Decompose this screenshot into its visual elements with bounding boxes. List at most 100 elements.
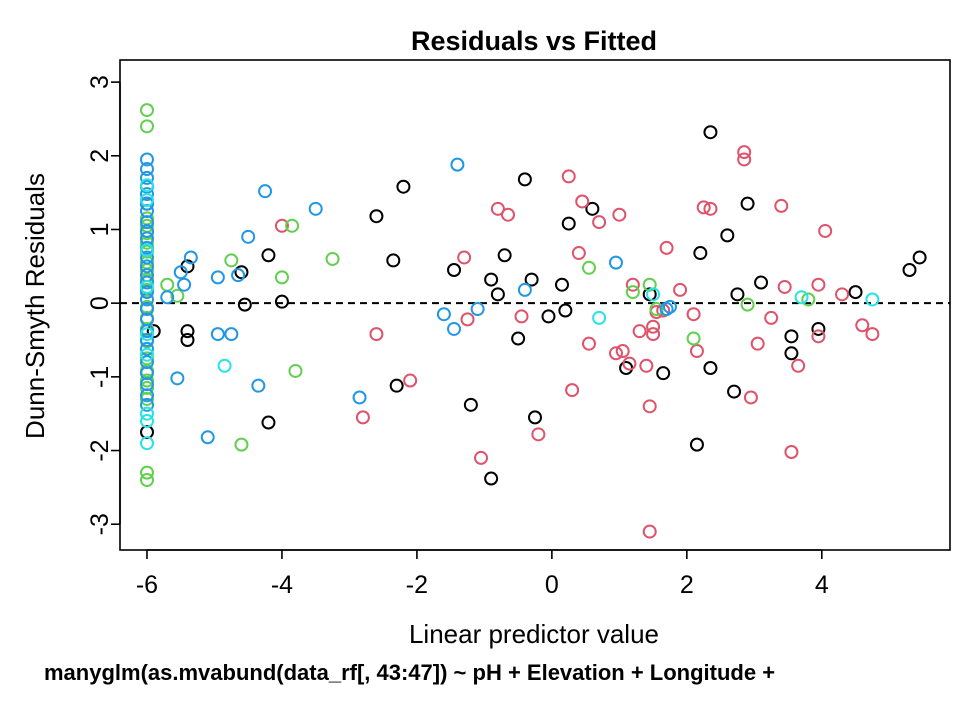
data-point [511,331,526,346]
x-tick-label: 2 [680,571,694,599]
data-point [450,157,465,172]
data-point [528,410,542,425]
data-point [514,309,529,324]
y-tick-label: -1 [86,366,114,388]
data-point [818,223,833,238]
data-point [497,248,512,263]
data-point [139,388,154,403]
data-point [608,346,623,361]
data-point [835,287,850,302]
data-point [274,270,289,285]
data-point [754,275,769,290]
data-point [774,198,789,213]
data-point [693,246,708,261]
data-point [561,216,576,231]
y-tick-label: 0 [86,296,114,310]
data-point [210,327,225,342]
data-point [258,184,273,199]
y-tick-label: -3 [86,513,114,535]
data-point [183,250,198,265]
data-point [646,287,661,302]
x-axis: -6 -4 -2 0 2 4 [136,549,829,599]
data-point [139,397,154,412]
data-point [703,361,718,375]
series-black [139,125,927,486]
data-point [139,391,154,406]
data-point [325,251,340,266]
data-point [139,162,154,177]
data-point [737,152,752,167]
data-point [740,297,755,312]
data-point [791,358,806,373]
data-point [558,303,573,318]
data-point [447,263,462,277]
data-point [139,327,154,342]
y-tick-label: 3 [86,75,114,89]
data-point [139,178,154,193]
data-point [673,282,688,297]
data-point [689,344,704,359]
data-point [139,302,154,317]
data-point [484,272,499,287]
data-point [139,119,154,134]
x-axis-label: Linear predictor value [409,619,659,649]
data-point [352,390,367,405]
data-point [531,427,546,442]
data-point [403,373,418,388]
data-point [224,253,239,268]
data-point [639,358,654,373]
x-tick-label: -6 [136,571,158,599]
data-point [784,445,799,459]
data-point [139,103,154,118]
data-point [234,265,249,280]
data-point [517,282,532,297]
y-tick-label: 1 [86,223,114,237]
data-point [784,346,799,361]
data-point [565,383,580,398]
series-cyan [139,178,880,451]
data-point [554,277,569,292]
data-point [750,336,765,351]
data-point [139,341,154,356]
data-point [561,169,576,184]
data-point [625,285,640,300]
data-point [210,270,225,285]
data-point [612,207,627,222]
data-point [389,378,404,393]
data-point [241,229,256,244]
data-point [217,358,232,373]
data-point [865,292,880,307]
data-point [261,248,276,263]
data-point [180,324,195,339]
data-point [484,471,499,486]
data-point [581,260,596,275]
data-point [646,319,661,334]
data-point [740,196,755,211]
data-point [794,290,809,305]
series-red [274,145,880,539]
data-point [308,201,323,216]
data-point [737,145,752,160]
data-point [777,279,792,294]
data-point [173,265,188,280]
data-point [261,415,276,430]
data-point [703,201,718,216]
data-point [139,152,154,167]
data-point [490,287,505,302]
data-point [686,331,701,346]
data-point [490,201,505,216]
data-point [369,209,384,224]
data-point [801,292,816,307]
series-green [139,103,816,487]
data-point [139,285,154,300]
data-point [642,277,657,292]
data-point [585,201,600,216]
data-point [656,366,671,381]
data-point [855,318,870,333]
data-point [139,465,154,480]
data-point [396,179,411,194]
data-point [139,279,154,294]
data-point [689,437,704,452]
data-point [470,302,485,317]
data-point [180,333,195,347]
